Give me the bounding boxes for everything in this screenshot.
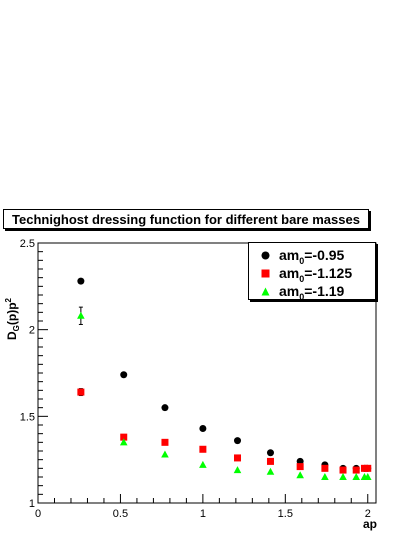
data-point-series-2: [352, 473, 361, 480]
x-axis-label: ap: [363, 517, 377, 531]
legend-entry-0: am0=-0.95: [249, 246, 375, 266]
legend-label: am0=-1.125: [279, 265, 353, 284]
data-point-series-2: [363, 473, 372, 480]
y-axis-label-part: 2: [4, 297, 13, 302]
data-point-series-2: [296, 471, 304, 479]
y-tick-label: 2.5: [20, 238, 35, 250]
data-point-series-0: [234, 437, 242, 445]
data-point-series-1: [364, 464, 372, 472]
chart-title-text: Technighost dressing function for differ…: [12, 211, 360, 227]
data-point-series-2: [119, 438, 128, 446]
data-point-series-1: [266, 457, 274, 465]
data-point-series-2: [161, 450, 169, 458]
data-point-series-1: [339, 466, 347, 474]
legend-label: am0=-0.95: [279, 247, 345, 266]
data-point-series-1: [321, 464, 329, 472]
legend-entry-2: am0=-1.19: [249, 282, 375, 302]
data-point-series-1: [234, 454, 242, 462]
legend-marker-triangle-icon: [261, 287, 270, 296]
data-point-series-0: [77, 277, 85, 285]
legend-entry-1: am0=-1.125: [249, 264, 375, 284]
data-point-series-0: [120, 371, 128, 379]
data-point-series-1: [161, 438, 169, 446]
data-point-series-1: [77, 388, 85, 396]
y-axis-label: DG(p)p2: [4, 297, 21, 340]
data-point-series-2: [321, 473, 329, 480]
x-tick-label: 1.5: [278, 508, 293, 520]
data-point-series-0: [161, 404, 169, 412]
y-axis-label-part: D: [5, 331, 19, 340]
chart-legend: am0=-0.95 am0=-1.125 am0=-1.19: [248, 242, 376, 302]
data-point-series-2: [233, 466, 242, 474]
x-tick-label: 0: [35, 508, 41, 520]
data-point-series-0: [266, 449, 274, 457]
y-tick-label: 2: [29, 325, 35, 337]
data-point-series-1: [120, 433, 128, 441]
y-axis-label-part: G: [12, 325, 21, 331]
data-point-series-2: [199, 460, 207, 468]
x-tick-label: 0.5: [113, 508, 128, 520]
data-point-series-1: [296, 463, 304, 471]
x-tick-label: 1: [200, 508, 206, 520]
legend-marker-circle-icon: [261, 251, 270, 260]
data-point-series-2: [266, 467, 275, 475]
y-tick-label: 1: [29, 498, 35, 510]
data-point-series-1: [199, 445, 207, 453]
y-axis-label-part: (p)p: [5, 302, 19, 325]
data-point-series-1: [352, 466, 360, 474]
y-tick-label: 1.5: [20, 411, 35, 423]
data-point-series-0: [199, 424, 207, 432]
plot-marks: [77, 277, 372, 480]
legend-marker-square-icon: [261, 269, 270, 278]
x-tick-label: 2: [365, 508, 371, 520]
chart-title: Technighost dressing function for differ…: [3, 209, 369, 229]
data-point-series-2: [339, 473, 347, 480]
legend-label: am0=-1.19: [279, 283, 345, 302]
data-point-series-2: [77, 311, 85, 319]
